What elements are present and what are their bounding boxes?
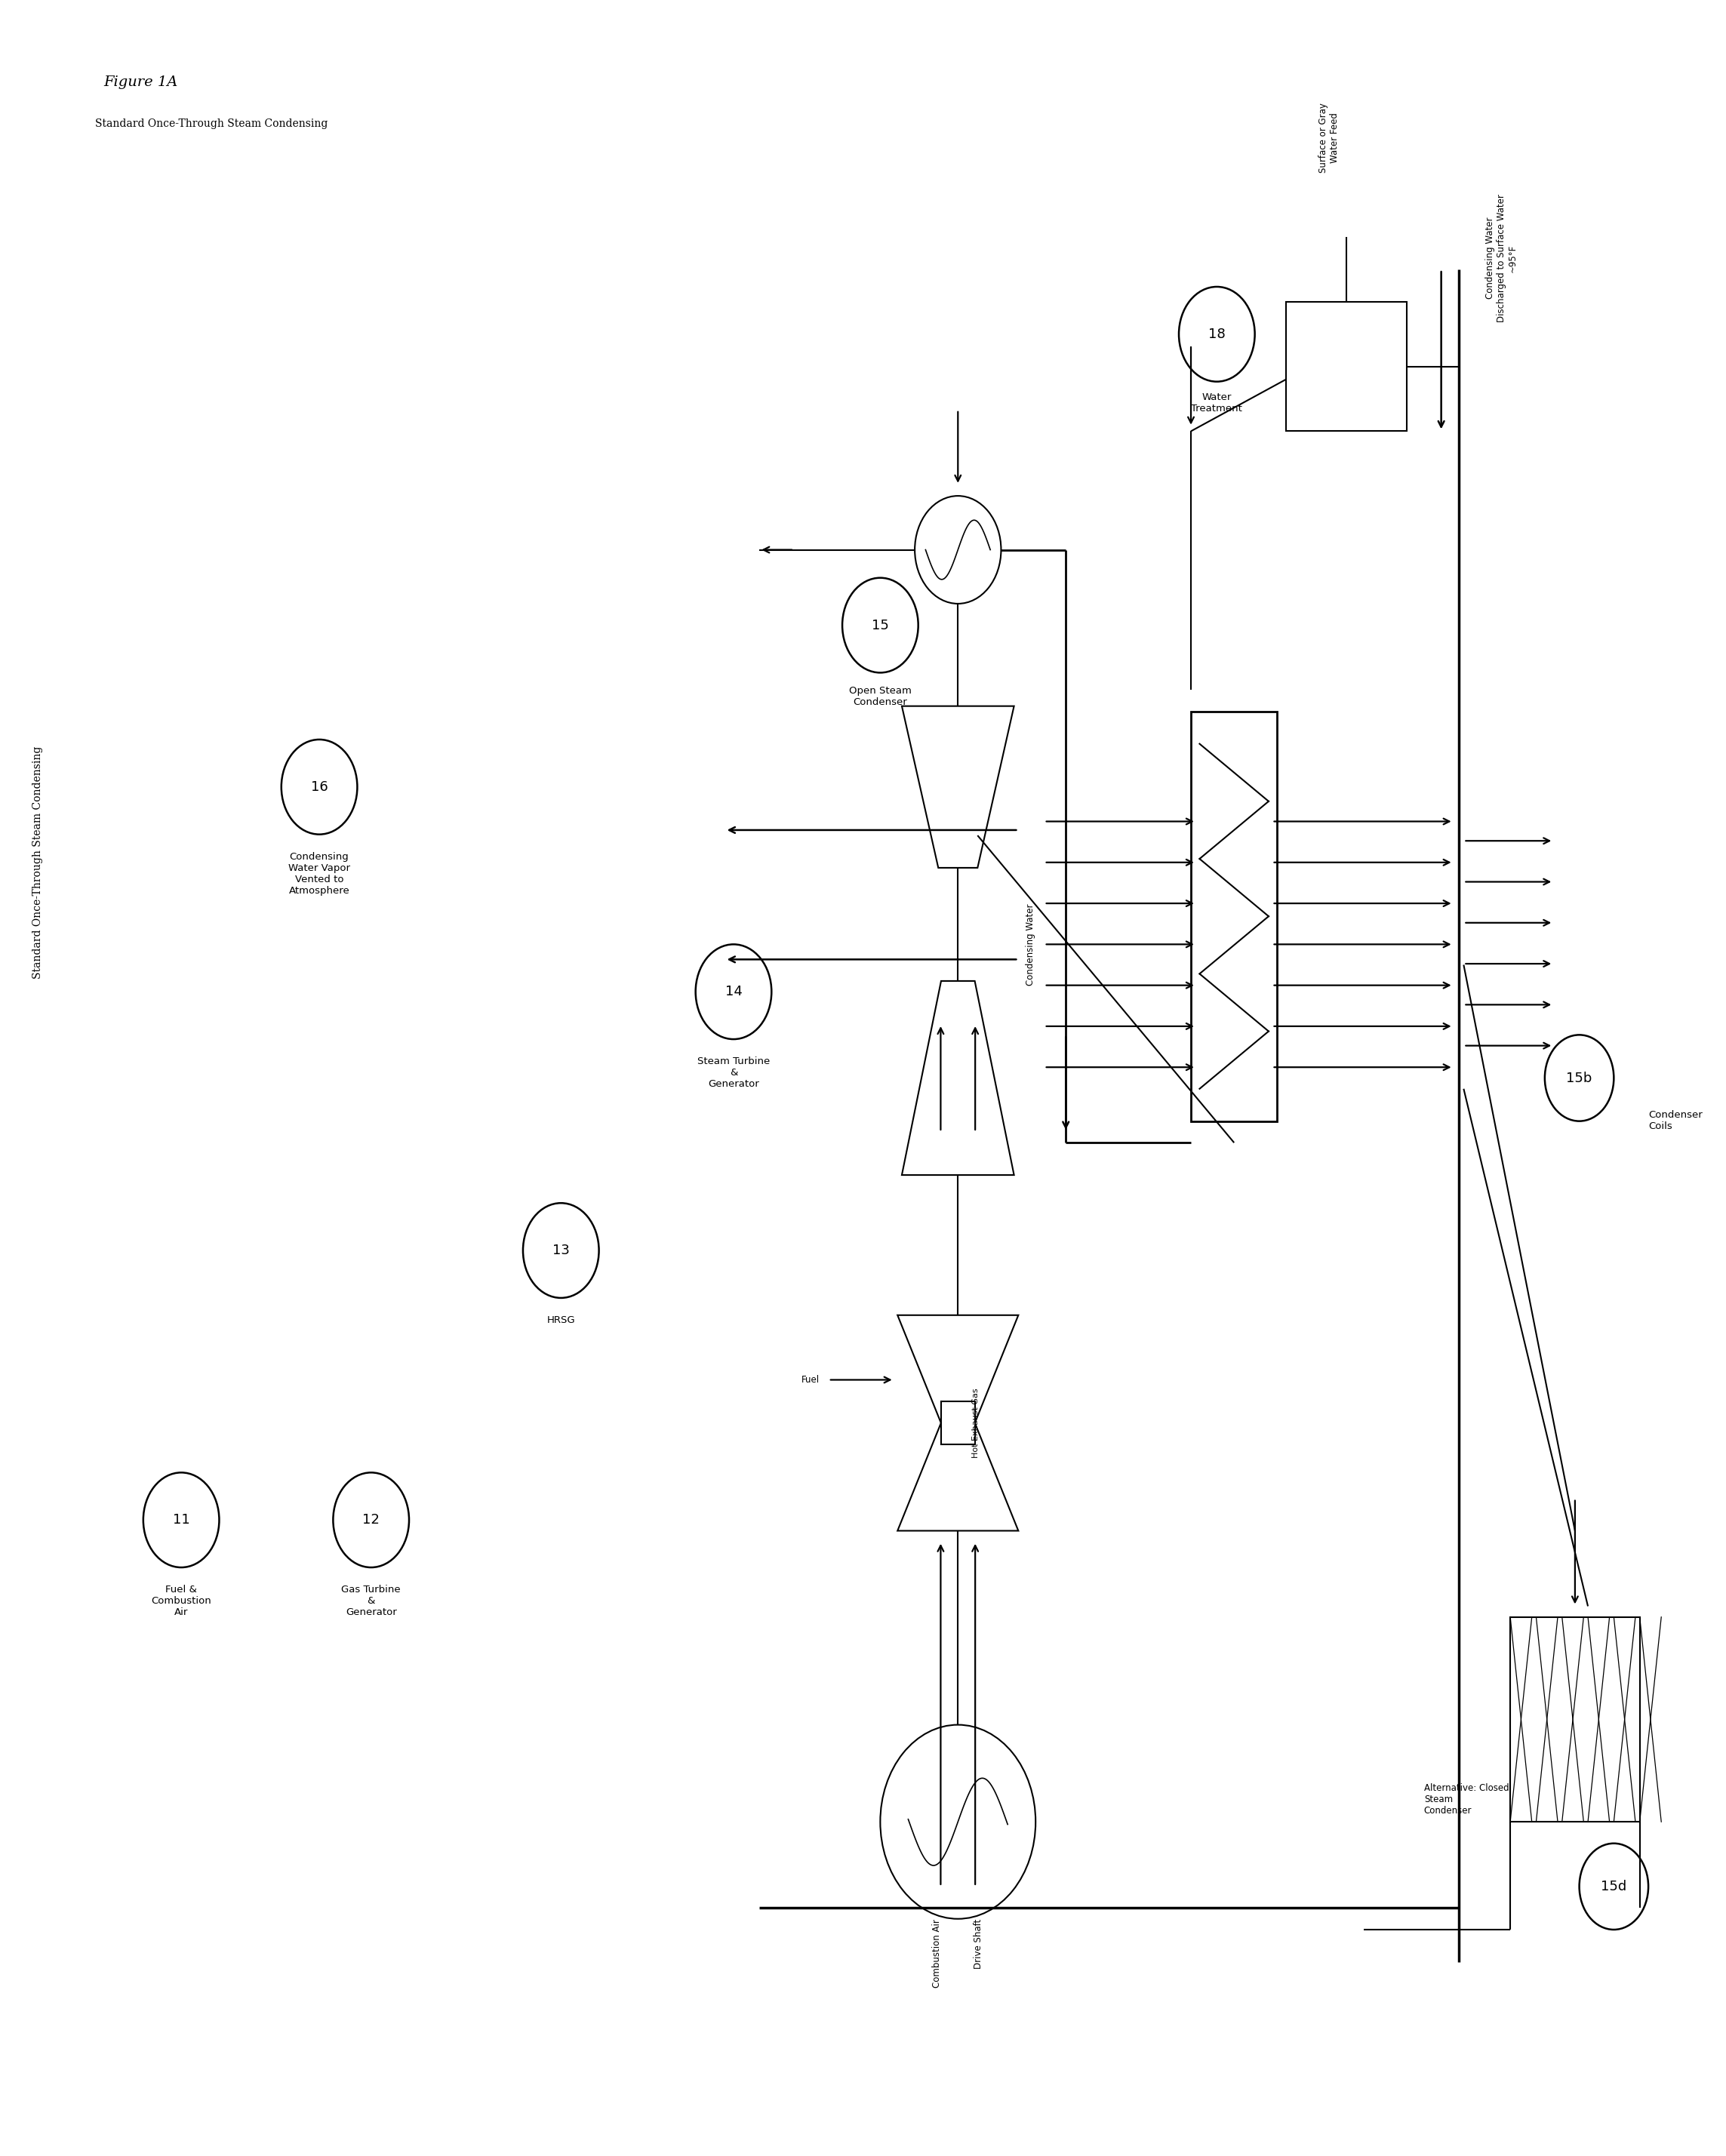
Text: 12: 12 <box>362 1514 380 1526</box>
Text: 14: 14 <box>725 985 742 998</box>
Text: 15d: 15d <box>1602 1880 1626 1893</box>
Text: 18: 18 <box>1208 328 1225 341</box>
Text: Combustion Air: Combustion Air <box>932 1919 942 1988</box>
Text: Open Steam
Condenser: Open Steam Condenser <box>849 686 911 707</box>
Text: Condenser
Coils: Condenser Coils <box>1648 1110 1702 1132</box>
Text: Water
Treatment: Water Treatment <box>1191 392 1243 414</box>
Text: 16: 16 <box>311 780 328 793</box>
Bar <box>1286 302 1407 431</box>
Bar <box>941 1401 975 1445</box>
Text: Drive Shaft: Drive Shaft <box>973 1919 984 1968</box>
Text: Gas Turbine
&
Generator: Gas Turbine & Generator <box>342 1585 400 1617</box>
Text: Condensing
Water Vapor
Vented to
Atmosphere: Condensing Water Vapor Vented to Atmosph… <box>288 852 350 895</box>
Text: Surface or Gray
Water Feed: Surface or Gray Water Feed <box>1319 101 1339 172</box>
Text: Hot Exhaust Gas: Hot Exhaust Gas <box>972 1388 979 1457</box>
Text: Standard Once-Through Steam Condensing: Standard Once-Through Steam Condensing <box>33 746 43 979</box>
Text: 13: 13 <box>552 1244 570 1257</box>
Bar <box>1191 711 1277 1121</box>
Text: Standard Once-Through Steam Condensing: Standard Once-Through Steam Condensing <box>95 119 328 129</box>
Text: Condensing Water: Condensing Water <box>1025 903 1036 985</box>
Bar <box>1510 1617 1640 1822</box>
Text: 15b: 15b <box>1565 1072 1593 1084</box>
Text: 11: 11 <box>173 1514 190 1526</box>
Text: Steam Turbine
&
Generator: Steam Turbine & Generator <box>697 1056 770 1089</box>
Text: 15: 15 <box>872 619 889 632</box>
Text: Fuel: Fuel <box>801 1376 820 1384</box>
Text: Condensing Water
Discharged to Surface Water
~95°F: Condensing Water Discharged to Surface W… <box>1486 194 1517 321</box>
Text: Alternative: Closed
Steam
Condenser: Alternative: Closed Steam Condenser <box>1424 1783 1509 1815</box>
Text: Fuel &
Combustion
Air: Fuel & Combustion Air <box>152 1585 211 1617</box>
Text: HRSG: HRSG <box>547 1315 575 1326</box>
Text: Figure 1A: Figure 1A <box>104 75 178 88</box>
